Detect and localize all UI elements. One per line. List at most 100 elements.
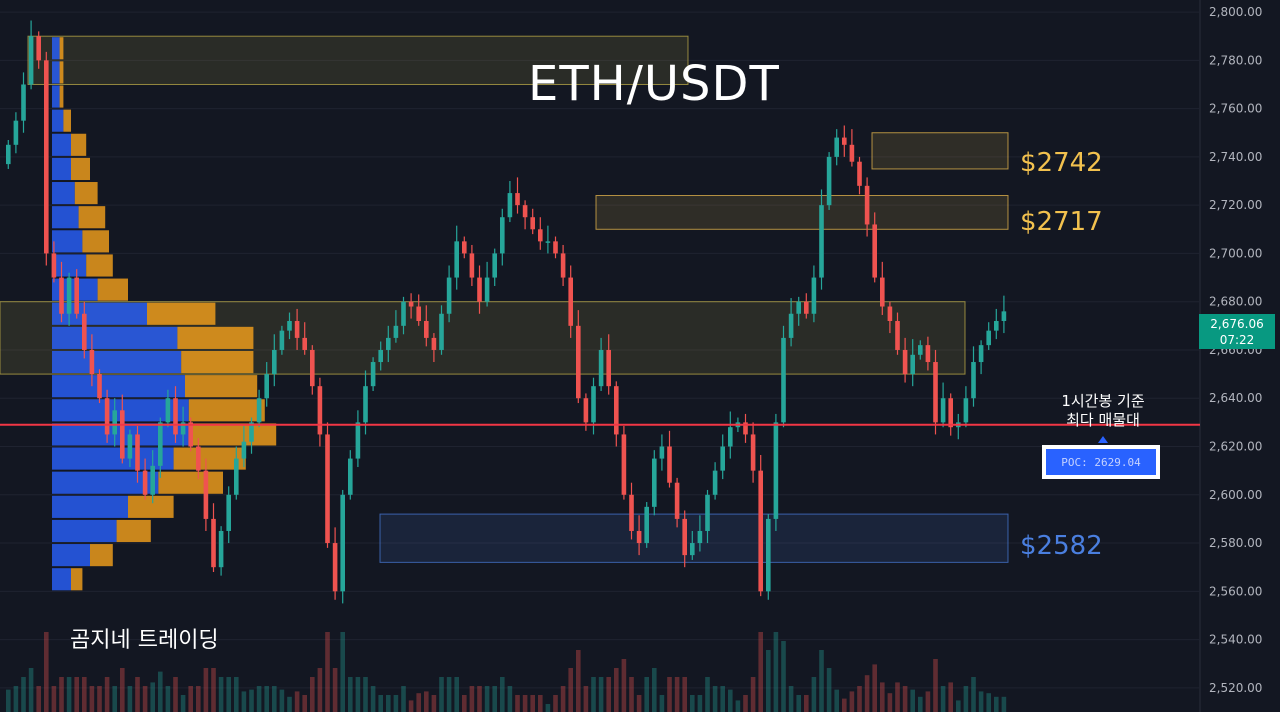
- volume-bar: [933, 659, 938, 712]
- zone-box: [595, 194, 1009, 230]
- profile-buy-bar: [52, 206, 79, 229]
- candle-body: [918, 345, 923, 355]
- candle-body: [781, 337, 786, 423]
- candle-body: [690, 543, 695, 556]
- candle-body: [439, 313, 444, 350]
- candle-body: [332, 543, 338, 592]
- poc-note: 1시간봉 기준 최다 매물대: [1040, 392, 1166, 430]
- candle-body: [287, 321, 292, 331]
- volume-bar: [310, 677, 315, 712]
- profile-sell-bar: [59, 37, 64, 60]
- volume-bar: [241, 691, 247, 712]
- volume-bar: [621, 659, 627, 712]
- candle-body: [340, 494, 345, 592]
- volume-bar: [1001, 696, 1007, 712]
- volume-bar: [545, 704, 551, 712]
- volume-bar: [6, 689, 11, 712]
- profile-sell-bar: [59, 61, 64, 84]
- profile-sell-bar: [173, 447, 246, 470]
- volume-bar: [393, 695, 399, 712]
- current-price-tag: 2,676.06 07:22: [1199, 314, 1275, 349]
- volume-bar: [28, 668, 34, 712]
- candle-body: [636, 530, 642, 544]
- volume-bar: [515, 695, 520, 712]
- price-axis[interactable]: 2,800.00 2,780.00 2,760.00 2,740.00 2,720.00…: [1209, 5, 1262, 695]
- volume-bar: [834, 689, 839, 712]
- profile-buy-bar: [52, 37, 60, 60]
- candle-body: [773, 422, 779, 519]
- volume-bar: [842, 698, 847, 712]
- candle-body: [484, 277, 490, 302]
- volume-bar: [667, 677, 672, 712]
- level-label-2717: $2717: [1020, 207, 1103, 237]
- y-tick-label: 2,560.00: [1209, 584, 1262, 598]
- candle-body: [697, 530, 703, 544]
- volume-bar: [325, 632, 330, 712]
- volume-bar: [188, 686, 193, 712]
- volume-bar: [408, 700, 414, 712]
- candle-body: [378, 349, 383, 363]
- volume-bar: [218, 677, 224, 712]
- volume-bar: [758, 632, 763, 712]
- candle-body: [743, 422, 748, 435]
- candle-body: [226, 494, 231, 531]
- profile-buy-bar: [52, 471, 159, 494]
- candle-body: [6, 144, 11, 165]
- profile-buy-bar: [52, 109, 64, 132]
- volume-bar: [712, 686, 718, 712]
- candle-body: [857, 161, 862, 186]
- volume-bar: [431, 695, 437, 712]
- profile-buy-bar: [52, 519, 117, 543]
- profile-sell-bar: [147, 302, 216, 325]
- candle-body: [728, 427, 733, 447]
- volume-bar: [705, 677, 710, 712]
- candle-body: [606, 349, 611, 387]
- candle-body: [614, 386, 619, 435]
- volume-bar: [948, 682, 953, 712]
- volume-bar: [203, 668, 209, 712]
- candle-body: [112, 410, 117, 435]
- y-tick-label: 2,520.00: [1209, 681, 1262, 695]
- profile-sell-bar: [181, 350, 254, 374]
- volume-bar: [819, 650, 824, 712]
- volume-bar: [424, 691, 429, 712]
- candle-body: [644, 506, 649, 544]
- volume-bar: [256, 686, 262, 712]
- candle-body: [902, 349, 908, 375]
- profile-buy-bar: [52, 230, 83, 253]
- volume-bar: [994, 696, 999, 712]
- candle-body: [279, 330, 285, 350]
- candle-body: [393, 325, 399, 338]
- y-tick-label: 2,600.00: [1209, 488, 1262, 502]
- volume-bar: [142, 686, 148, 712]
- candle-body: [515, 193, 520, 206]
- candle-body: [978, 345, 984, 363]
- volume-bar: [750, 677, 756, 712]
- candle-body: [348, 458, 353, 495]
- candle-body: [880, 277, 885, 307]
- volume-bar: [484, 686, 490, 712]
- candle-body: [530, 217, 535, 230]
- poc-note-line-2: 최다 매물대: [1066, 411, 1140, 429]
- volume-bar: [576, 650, 581, 712]
- candle-body: [59, 277, 64, 314]
- y-tick-label: 2,580.00: [1209, 536, 1262, 550]
- candle-body: [203, 470, 209, 519]
- candle-body: [211, 518, 216, 568]
- volume-bar: [363, 677, 368, 712]
- candle-body: [416, 306, 421, 322]
- profile-buy-bar: [52, 254, 87, 277]
- watermark: 곰지네 트레이딩: [70, 628, 219, 653]
- candle-body: [249, 422, 254, 442]
- volume-bar: [766, 650, 771, 712]
- candle-body: [188, 422, 193, 447]
- volume-bar: [583, 686, 589, 712]
- poc-label-box: POC: 2629.04: [1042, 445, 1160, 479]
- volume-bar: [234, 677, 239, 712]
- candle-body: [256, 398, 262, 423]
- current-price: 2,676.06: [1210, 317, 1264, 331]
- profile-sell-bar: [78, 206, 106, 229]
- profile-sell-bar: [74, 182, 98, 205]
- candle-body: [218, 530, 224, 568]
